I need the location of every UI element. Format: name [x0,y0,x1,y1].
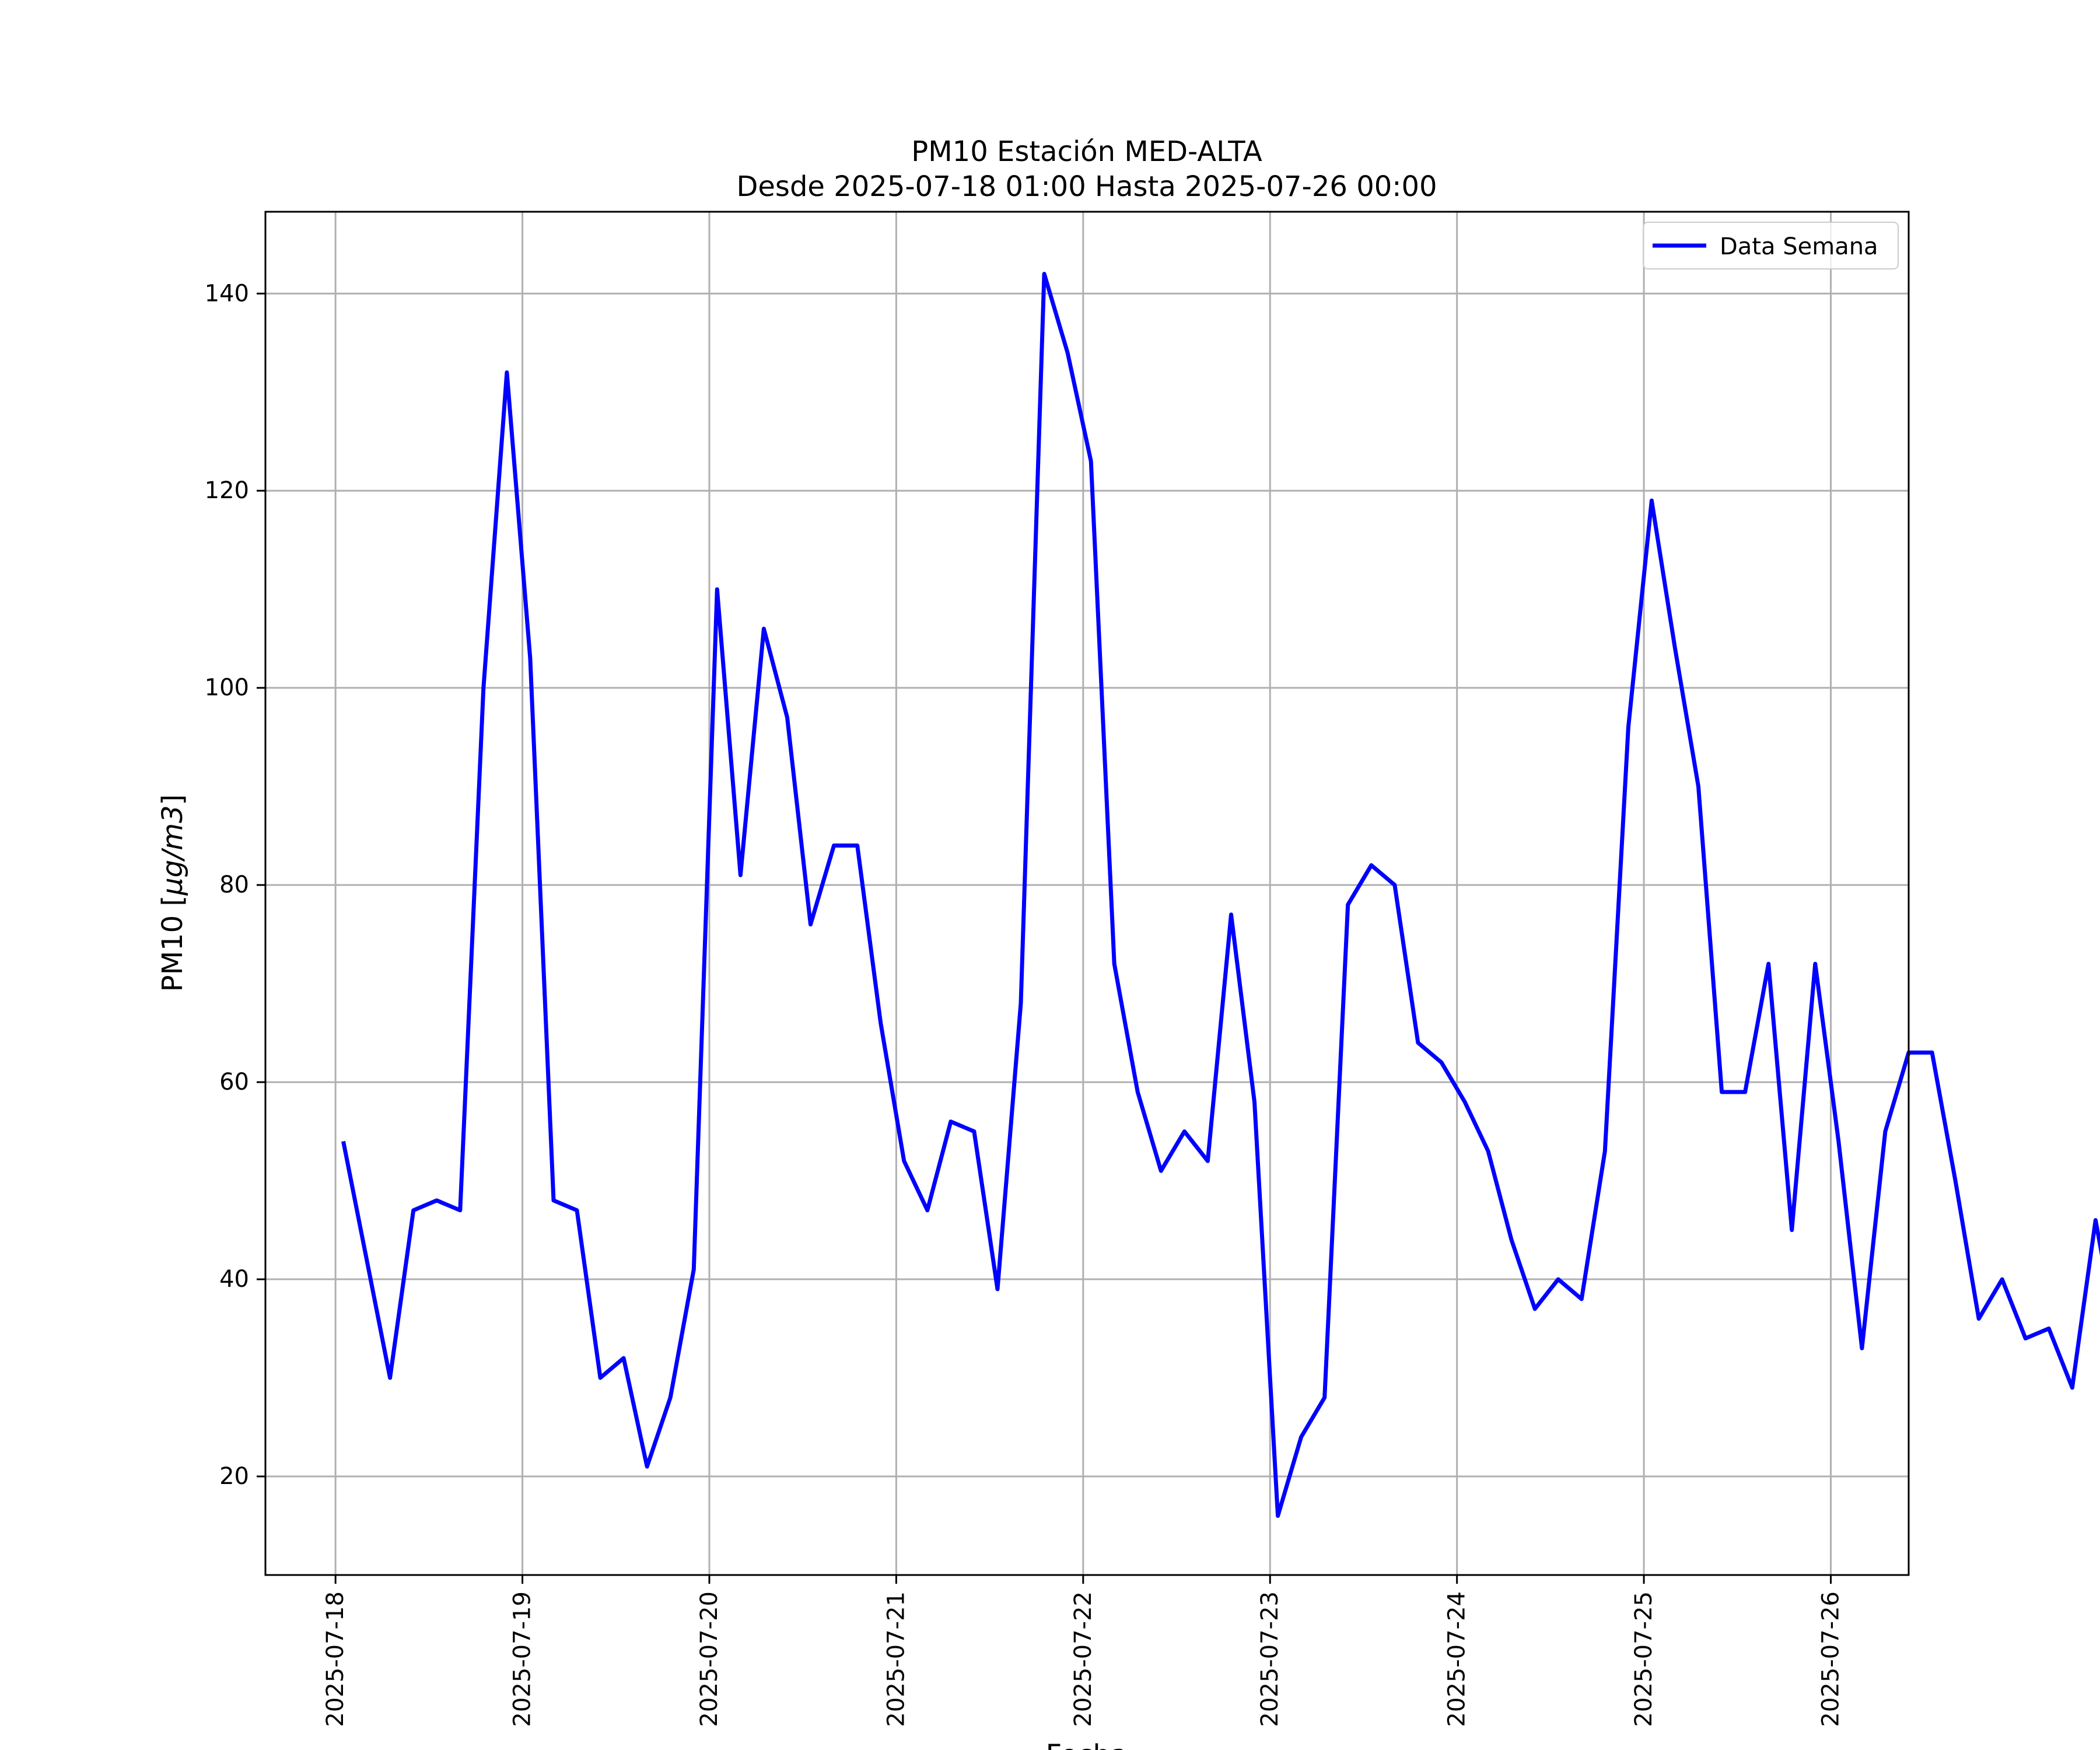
x-tick-label: 2025-07-20 [696,1591,723,1727]
legend: Data Semana [1643,222,1899,270]
grid-lines [265,212,1909,1575]
x-tick-label: 2025-07-22 [1070,1591,1097,1727]
x-axis: 2025-07-18 2025-07-19 2025-07-20 2025-07-21… [322,1575,1844,1727]
y-tick-label: 120 [205,477,249,504]
y-axis: 20 40 60 80 100 120 140 [205,280,265,1490]
legend-label: Data Semana [1720,233,1878,260]
y-axis-label-prefix: PM10 [ [156,895,189,992]
plot-frame [264,211,1910,1576]
chart-title-line2: Desde 2025-07-18 01:00 Hasta 2025-07-26 … [736,170,1437,203]
y-axis-label-suffix: ] [156,794,189,806]
x-tick-label: 2025-07-19 [509,1591,536,1727]
x-tick-label: 2025-07-18 [322,1591,349,1727]
y-tick-label: 20 [219,1463,249,1490]
x-tick-label: 2025-07-21 [883,1591,909,1727]
y-tick-label: 100 [205,674,249,701]
x-tick-label: 2025-07-24 [1444,1591,1471,1727]
series-line-data-semana [341,272,2100,1518]
x-axis-label: Fecha [1046,1739,1128,1750]
x-tick-label: 2025-07-23 [1256,1591,1283,1727]
y-tick-label: 140 [205,280,249,307]
x-tick-label: 2025-07-26 [1817,1591,1844,1727]
y-tick-label: 60 [219,1069,249,1096]
series-layer [341,272,2100,1518]
y-tick-label: 40 [219,1266,249,1293]
y-axis-label: PM10 [μg/m3] [156,794,189,992]
y-tick-label: 80 [219,872,249,898]
y-axis-label-unit: μg/m3 [156,805,189,895]
x-tick-label: 2025-07-25 [1630,1591,1657,1727]
legend-box [1643,222,1899,270]
chart-title-line1: PM10 Estación MED-ALTA [911,135,1262,168]
